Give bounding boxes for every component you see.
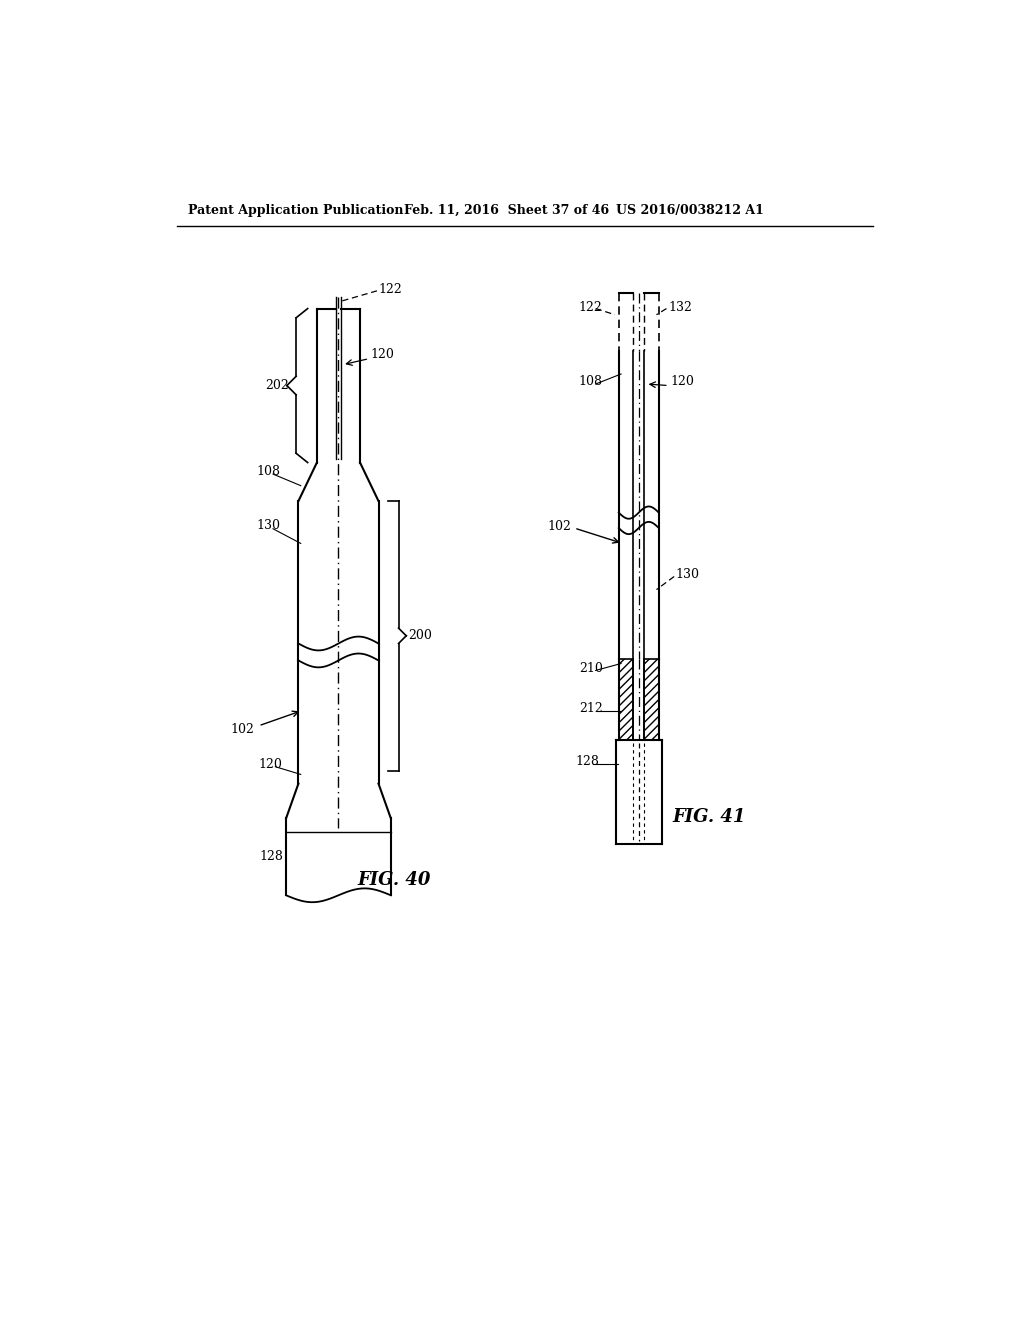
Text: 122: 122 xyxy=(379,282,402,296)
Text: 120: 120 xyxy=(671,375,694,388)
Text: FIG. 41: FIG. 41 xyxy=(673,808,746,826)
Text: FIG. 40: FIG. 40 xyxy=(357,871,431,888)
Text: 128: 128 xyxy=(259,850,283,863)
Text: Patent Application Publication: Patent Application Publication xyxy=(188,205,403,218)
Text: Feb. 11, 2016  Sheet 37 of 46: Feb. 11, 2016 Sheet 37 of 46 xyxy=(403,205,609,218)
Text: US 2016/0038212 A1: US 2016/0038212 A1 xyxy=(615,205,764,218)
Text: 202: 202 xyxy=(265,379,289,392)
Text: 128: 128 xyxy=(575,755,599,768)
Text: 120: 120 xyxy=(258,758,283,771)
Text: 132: 132 xyxy=(668,301,692,314)
Bar xyxy=(618,659,634,739)
Text: 122: 122 xyxy=(579,301,602,314)
Text: 108: 108 xyxy=(579,375,603,388)
Text: 200: 200 xyxy=(409,630,432,643)
Text: 212: 212 xyxy=(579,702,602,715)
Text: 108: 108 xyxy=(256,465,281,478)
Bar xyxy=(644,659,658,739)
Text: 102: 102 xyxy=(230,723,255,737)
Text: 130: 130 xyxy=(256,519,281,532)
Text: 102: 102 xyxy=(548,520,571,533)
Text: 210: 210 xyxy=(579,661,602,675)
Text: 120: 120 xyxy=(371,348,394,362)
Text: 130: 130 xyxy=(676,568,699,581)
